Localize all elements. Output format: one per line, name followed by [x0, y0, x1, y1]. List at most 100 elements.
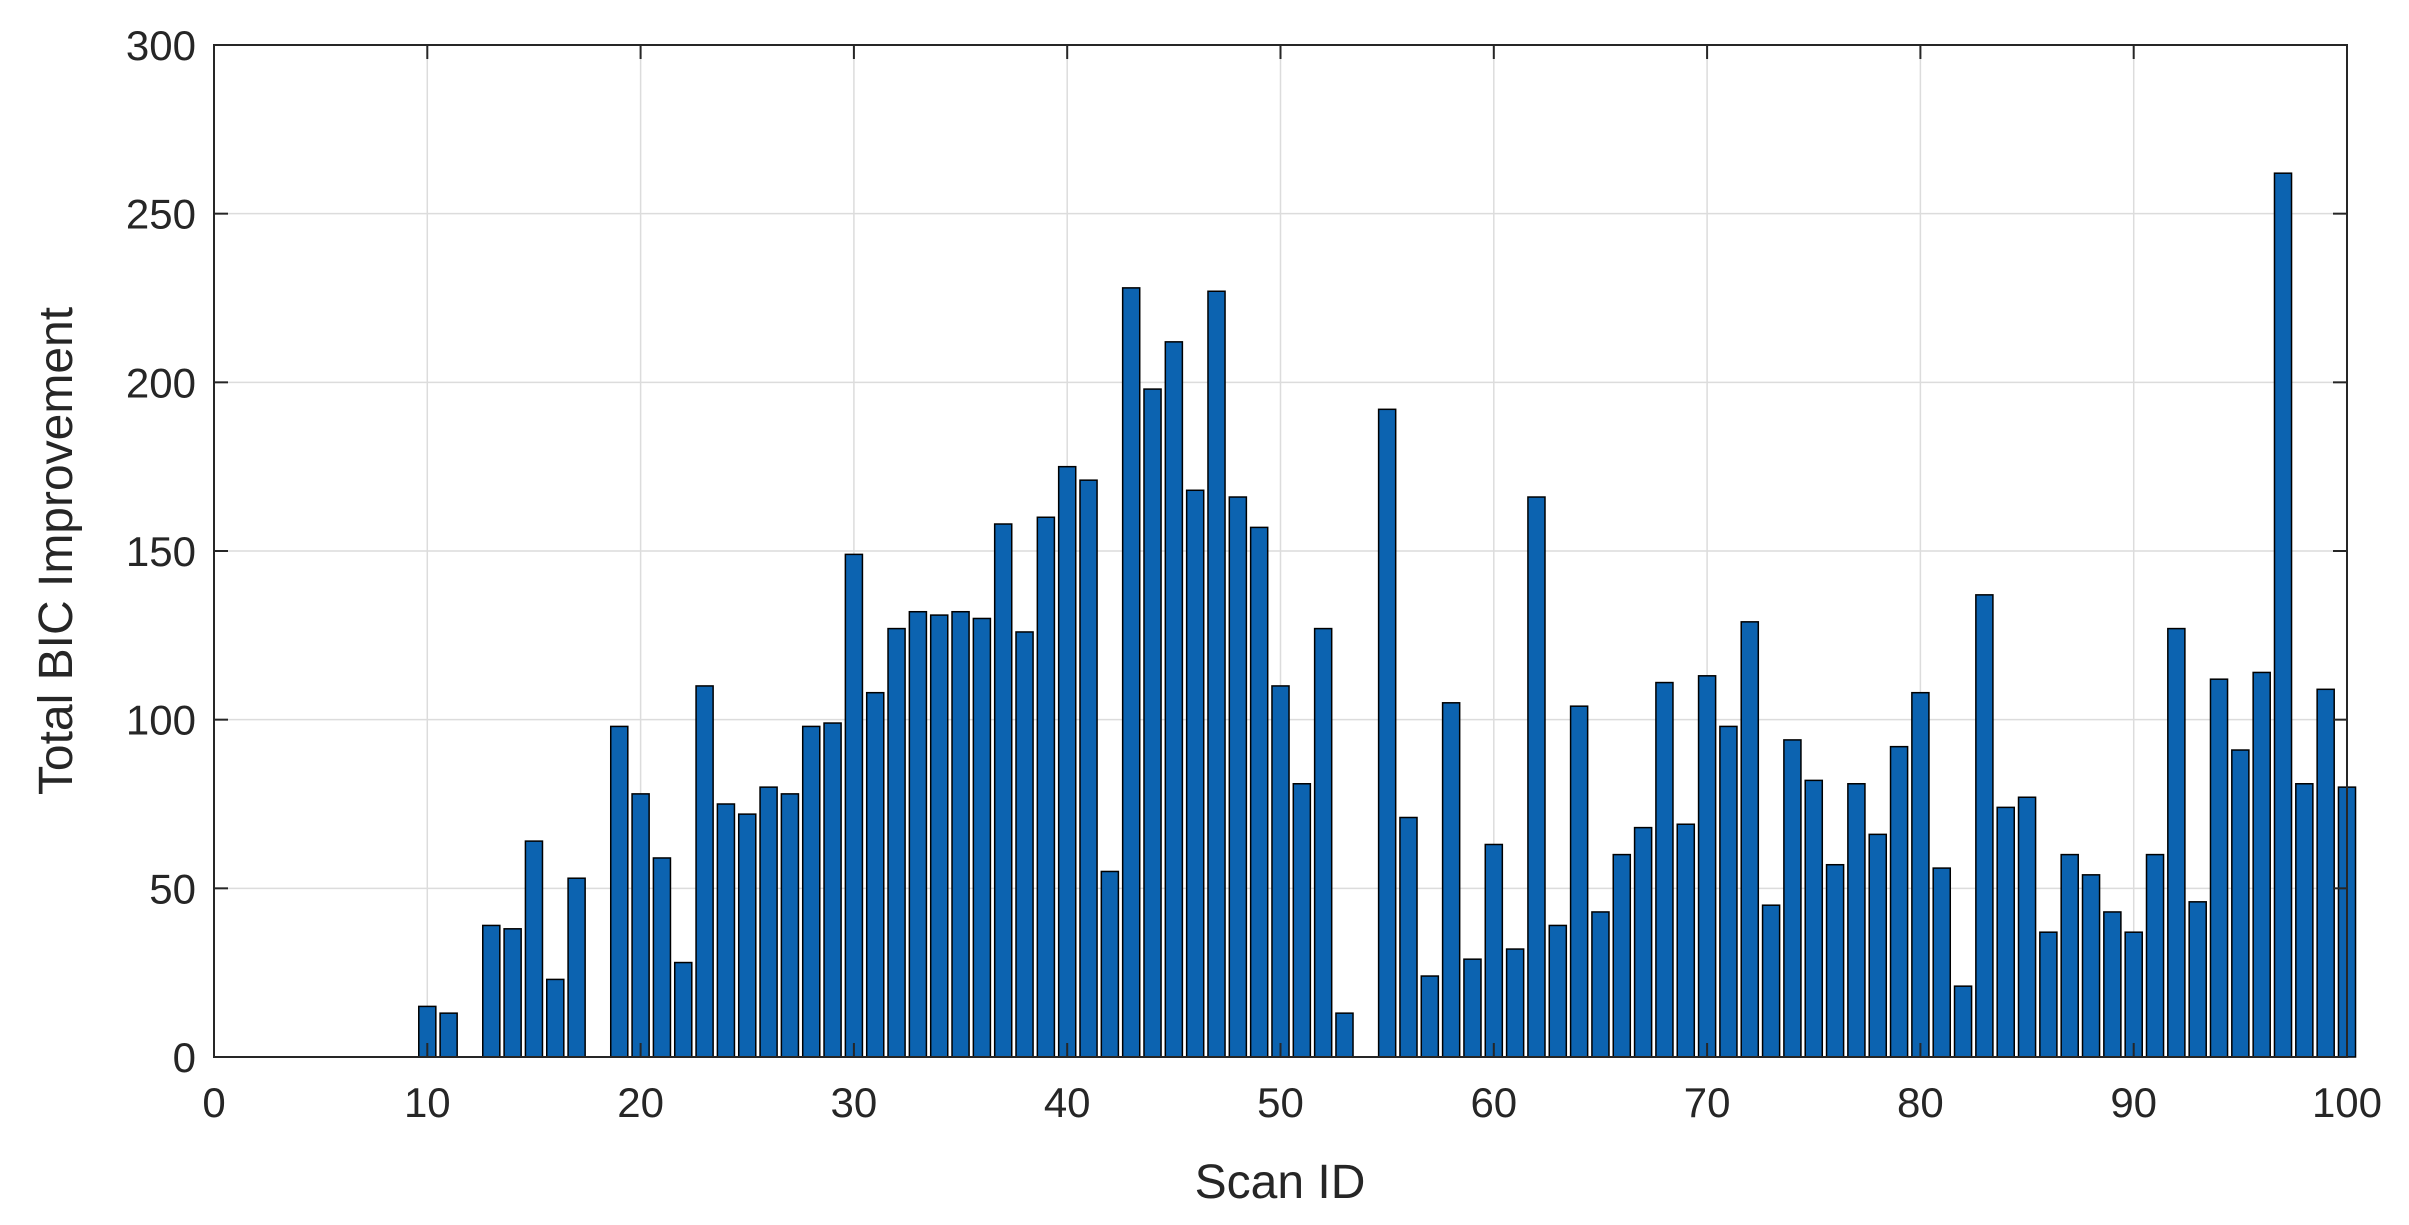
bar-scan-82 [1953, 985, 1973, 1058]
bar-scan-84 [1996, 806, 2016, 1058]
bar-scan-31 [865, 691, 885, 1058]
bar-scan-63 [1548, 924, 1568, 1058]
bar-scan-21 [652, 857, 672, 1058]
bar-scan-72 [1740, 621, 1760, 1058]
bar-scan-39 [1036, 516, 1056, 1058]
bar-scan-52 [1313, 627, 1333, 1058]
bar-scan-78 [1868, 833, 1888, 1058]
bar-scan-26 [759, 786, 778, 1058]
bar-scan-86 [2039, 931, 2058, 1058]
x-tick-label: 100 [2312, 1079, 2382, 1126]
bar-scan-55 [1377, 408, 1397, 1058]
bar-scan-47 [1207, 290, 1226, 1058]
bar-scan-96 [2252, 671, 2271, 1058]
bar-scan-19 [609, 725, 629, 1058]
x-tick-label: 80 [1897, 1079, 1944, 1126]
bar-scan-35 [951, 610, 970, 1058]
bar-scan-25 [737, 813, 757, 1058]
bar-scan-29 [823, 722, 842, 1058]
x-tick-label: 60 [1470, 1079, 1517, 1126]
x-tick-label: 10 [404, 1079, 451, 1126]
x-tick-label: 30 [831, 1079, 878, 1126]
bar-scan-48 [1228, 496, 1248, 1058]
y-tick-label: 200 [126, 359, 196, 406]
bar-scan-79 [1889, 745, 1909, 1058]
bar-scan-17 [567, 877, 586, 1058]
bar-scan-44 [1143, 388, 1162, 1058]
bar-scan-14 [503, 928, 522, 1058]
bar-scan-45 [1164, 341, 1184, 1058]
bar-scan-70 [1697, 675, 1717, 1058]
y-tick-label: 250 [126, 191, 196, 238]
bar-scan-30 [844, 553, 864, 1058]
bar-scan-27 [780, 793, 800, 1058]
bar-scan-94 [2209, 678, 2229, 1058]
y-tick-label: 300 [126, 22, 196, 69]
bar-scan-50 [1271, 685, 1290, 1058]
bar-scan-88 [2081, 874, 2101, 1058]
bar-scan-60 [1484, 843, 1504, 1058]
bar-scan-93 [2188, 901, 2207, 1058]
bar-scan-90 [2124, 931, 2143, 1058]
bar-scan-41 [1079, 479, 1098, 1058]
x-tick-label: 50 [1257, 1079, 1304, 1126]
bar-scan-64 [1569, 705, 1589, 1058]
bar-scan-77 [1847, 783, 1866, 1058]
bar-scan-53 [1335, 1012, 1354, 1058]
bar-scan-75 [1804, 779, 1824, 1058]
bar-scan-42 [1100, 870, 1120, 1058]
x-tick-label: 40 [1044, 1079, 1091, 1126]
bar-scan-33 [908, 610, 928, 1058]
bar-scan-59 [1463, 958, 1482, 1058]
y-tick-label: 150 [126, 528, 196, 575]
x-tick-label: 70 [1684, 1079, 1731, 1126]
bar-scan-87 [2060, 853, 2079, 1058]
x-tick-label: 90 [2110, 1079, 2157, 1126]
bar-scan-69 [1676, 823, 1696, 1058]
bar-scan-23 [695, 685, 714, 1058]
bar-scan-99 [2316, 688, 2335, 1058]
bar-scan-68 [1655, 681, 1674, 1058]
bar-scan-66 [1612, 853, 1632, 1058]
bar-scan-57 [1420, 975, 1440, 1058]
x-tick-labels: 0 10 20 30 40 50 60 70 80 90 100 [202, 1079, 2382, 1126]
bar-scan-61 [1505, 948, 1525, 1058]
bar-scan-81 [1932, 867, 1952, 1058]
bar-scan-20 [631, 793, 650, 1058]
bar-scan-46 [1185, 489, 1205, 1058]
bar-scan-65 [1591, 911, 1610, 1058]
bar-scan-16 [545, 978, 565, 1058]
bar-scan-91 [2145, 853, 2165, 1058]
bar-scan-13 [482, 924, 501, 1058]
bar-scan-37 [993, 523, 1013, 1058]
bar-scan-32 [887, 627, 906, 1058]
bar-scan-92 [2167, 627, 2186, 1058]
bar-scan-85 [2017, 796, 2037, 1058]
y-tick-label: 50 [149, 865, 196, 912]
bar-scan-11 [439, 1012, 458, 1058]
bar-scan-74 [1783, 739, 1802, 1058]
bar-scan-73 [1761, 904, 1781, 1058]
bar-scan-62 [1527, 496, 1546, 1058]
bar-scan-40 [1057, 465, 1077, 1058]
bar-scan-51 [1292, 783, 1312, 1058]
bar-scan-36 [972, 617, 992, 1058]
bar-scan-67 [1633, 826, 1653, 1058]
bar-scan-89 [2103, 911, 2122, 1058]
y-tick-label: 0 [173, 1034, 196, 1081]
bar-scan-56 [1399, 816, 1418, 1058]
y-axis-label: Total BIC Improvement [30, 307, 83, 795]
bar-scan-49 [1249, 526, 1269, 1058]
bar-scan-43 [1121, 287, 1141, 1058]
bars [418, 172, 2357, 1058]
bar-scan-95 [2231, 749, 2250, 1058]
bar-scan-38 [1015, 631, 1034, 1058]
bar-scan-22 [673, 961, 693, 1058]
y-tick-labels: 0 50 100 150 200 250 300 [126, 22, 196, 1081]
bar-scan-76 [1825, 863, 1845, 1058]
bar-scan-15 [524, 840, 544, 1058]
bar-scan-80 [1911, 691, 1930, 1058]
bar-scan-98 [2295, 783, 2314, 1058]
bar-scan-24 [716, 803, 736, 1058]
